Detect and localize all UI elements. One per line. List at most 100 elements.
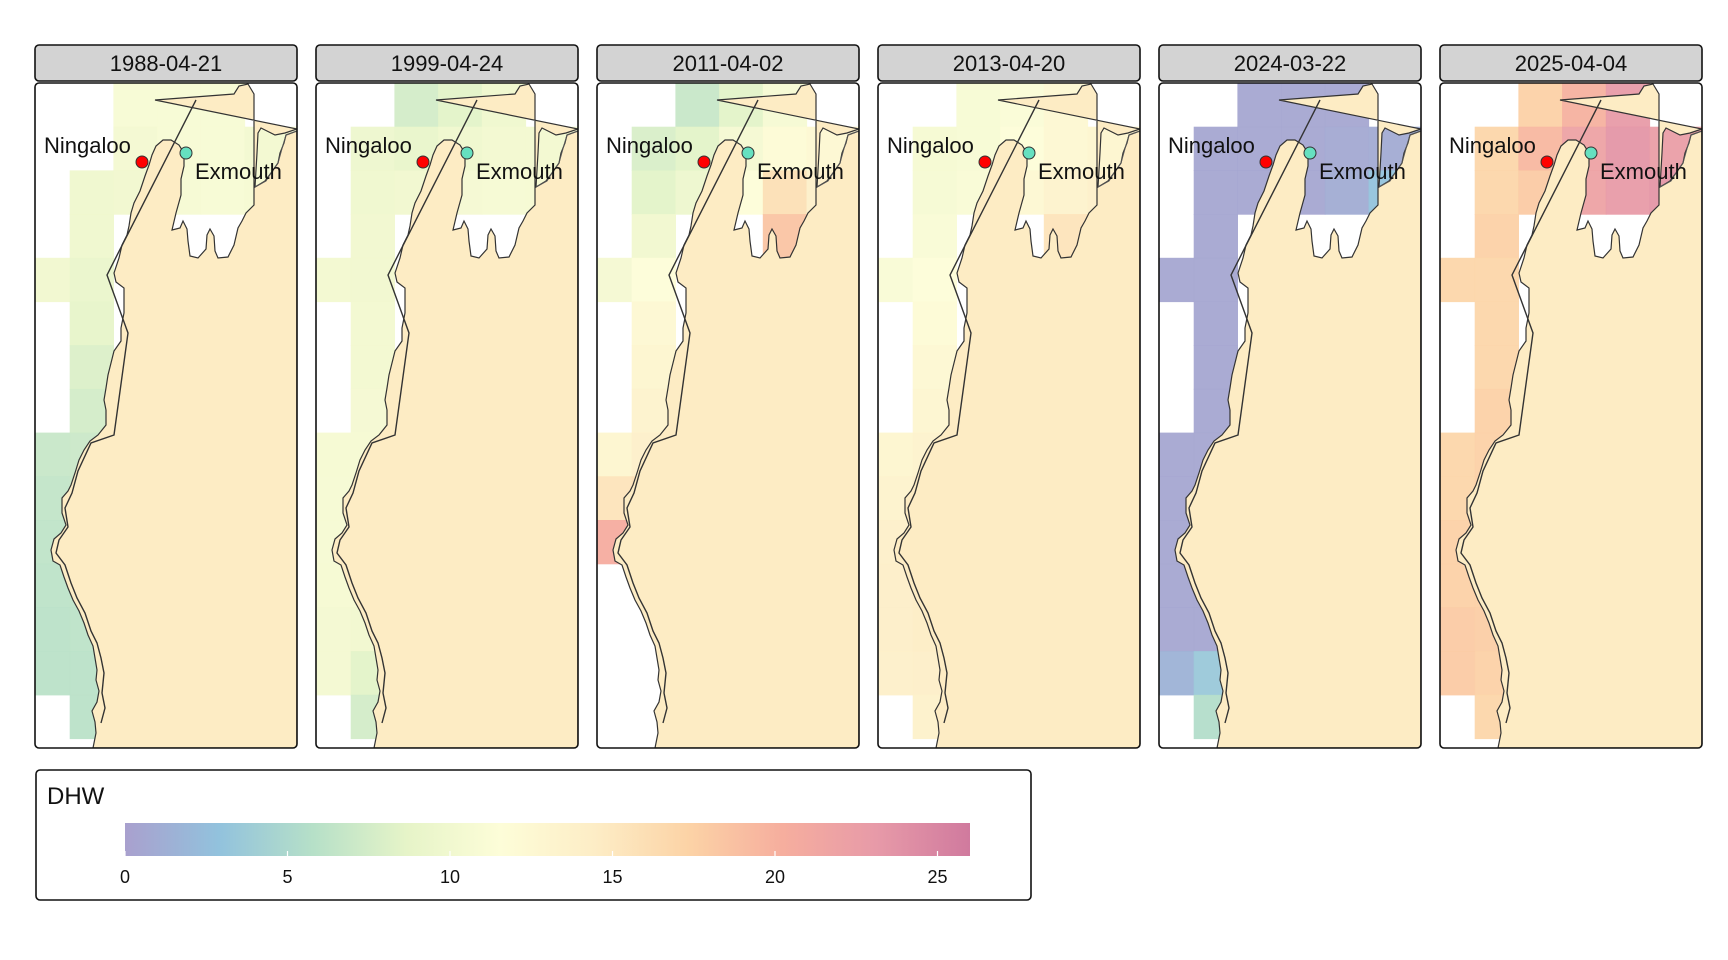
- panel-strip: [596, 44, 860, 82]
- ningaloo-label: Ningaloo: [1168, 133, 1255, 158]
- dhw-cell: [1605, 170, 1651, 215]
- dhw-cell: [597, 257, 633, 303]
- exmouth-label: Exmouth: [1319, 159, 1406, 184]
- dhw-cell: [1474, 301, 1519, 346]
- dhw-cell: [1043, 170, 1089, 215]
- ningaloo-marker: [135, 155, 149, 169]
- dhw-legend: DHW 0 5 10 15 20 25: [35, 769, 1032, 901]
- coastline: [1455, 83, 1702, 748]
- exmouth-label: Exmouth: [757, 159, 844, 184]
- east-coastline: [816, 130, 859, 188]
- reef-boundary: [336, 99, 478, 724]
- dhw-cell: [316, 432, 352, 477]
- dhw-cell: [1474, 170, 1519, 215]
- dhw-cell: [1237, 83, 1282, 128]
- ningaloo-label: Ningaloo: [887, 133, 974, 158]
- dhw-cell: [316, 651, 352, 696]
- panel-map-body: Ningaloo Exmouth: [1159, 83, 1421, 748]
- dhw-cell: [1193, 214, 1238, 259]
- reef-boundary: [55, 99, 197, 724]
- dhw-cell: [200, 126, 246, 171]
- dhw-cell: [1043, 126, 1089, 171]
- dhw-cell: [1440, 432, 1476, 477]
- panel-date-label: 2013-04-20: [953, 51, 1066, 76]
- dhw-cell: [35, 432, 71, 477]
- dhw-cell: [762, 170, 808, 215]
- dhw-cell: [675, 83, 720, 128]
- exmouth-marker: [179, 146, 193, 160]
- ningaloo-label: Ningaloo: [606, 133, 693, 158]
- legend-tick-label: 0: [120, 867, 130, 887]
- exmouth-marker: [741, 146, 755, 160]
- ningaloo-marker: [416, 155, 430, 169]
- dhw-cell: [1440, 651, 1476, 696]
- map-panel: 1999-04-24 Ningaloo Exmouth: [315, 44, 579, 749]
- legend-tick-label: 20: [765, 867, 785, 887]
- legend-colorbar: [125, 823, 970, 856]
- panel-frame: [315, 82, 579, 749]
- ningaloo-marker: [978, 155, 992, 169]
- coastline: [50, 83, 297, 748]
- panel-frame: [1158, 82, 1422, 749]
- dhw-cell: [912, 257, 957, 303]
- panel-map-body: Ningaloo Exmouth: [35, 83, 297, 748]
- legend-tick-label: 10: [440, 867, 460, 887]
- map-panel: 2011-04-02 Ningaloo Exmouth: [596, 44, 860, 749]
- dhw-cell: [350, 214, 395, 259]
- dhw-cell: [878, 651, 914, 696]
- exmouth-label: Exmouth: [1038, 159, 1125, 184]
- ningaloo-marker: [1540, 155, 1554, 169]
- reef-boundary: [1179, 99, 1321, 724]
- dhw-cell: [1474, 214, 1519, 259]
- reef-boundary: [617, 99, 759, 724]
- coastline: [1174, 83, 1421, 748]
- panel-strip: [1158, 44, 1422, 82]
- dhw-cell: [912, 301, 957, 346]
- dhw-cell: [69, 257, 114, 303]
- east-coastline: [1378, 130, 1421, 188]
- dhw-cell: [1324, 126, 1370, 171]
- east-coastline: [1097, 130, 1140, 188]
- dhw-cell: [912, 170, 957, 215]
- dhw-cell: [1440, 257, 1476, 303]
- panel-frame: [596, 82, 860, 749]
- panel-date-label: 2025-04-04: [1515, 51, 1628, 76]
- exmouth-marker: [1584, 146, 1598, 160]
- dhw-cell: [481, 170, 527, 215]
- dhw-cell: [200, 170, 246, 215]
- coastline: [331, 83, 578, 748]
- dhw-cell: [597, 432, 633, 477]
- panel-strip: [877, 44, 1141, 82]
- panel-strip: [315, 44, 579, 82]
- dhw-cell: [631, 170, 676, 215]
- dhw-cell: [956, 83, 1001, 128]
- dhw-cell: [35, 651, 71, 696]
- dhw-cell: [1193, 170, 1238, 215]
- dhw-cell: [631, 214, 676, 259]
- panel-frame: [1439, 82, 1703, 749]
- east-coastline: [535, 130, 578, 188]
- panel-map-body: Ningaloo Exmouth: [316, 83, 578, 748]
- panel-frame: [877, 82, 1141, 749]
- exmouth-marker: [1022, 146, 1036, 160]
- dhw-cell: [631, 301, 676, 346]
- exmouth-label: Exmouth: [1600, 159, 1687, 184]
- ningaloo-marker: [697, 155, 711, 169]
- ningaloo-label: Ningaloo: [44, 133, 131, 158]
- map-panel: 2024-03-22 Ningaloo Exmouth: [1158, 44, 1422, 749]
- dhw-cell: [1193, 301, 1238, 346]
- dhw-cell: [1605, 126, 1651, 171]
- panel-map-body: Ningaloo Exmouth: [1440, 83, 1702, 748]
- dhw-cell: [1159, 432, 1195, 477]
- dhw-cell: [69, 170, 114, 215]
- dhw-cell: [631, 257, 676, 303]
- map-panels: 1988-04-21 Ningaloo Exmouth 1999-04-24 Ninga…: [34, 44, 1703, 749]
- panel-date-label: 1988-04-21: [110, 51, 223, 76]
- legend-tick-label: 25: [927, 867, 947, 887]
- legend-tick-label: 15: [602, 867, 622, 887]
- dhw-cell: [350, 301, 395, 346]
- dhw-cell: [394, 83, 439, 128]
- dhw-cell: [631, 126, 676, 171]
- legend-ticks: 0 5 10 15 20 25: [120, 851, 948, 887]
